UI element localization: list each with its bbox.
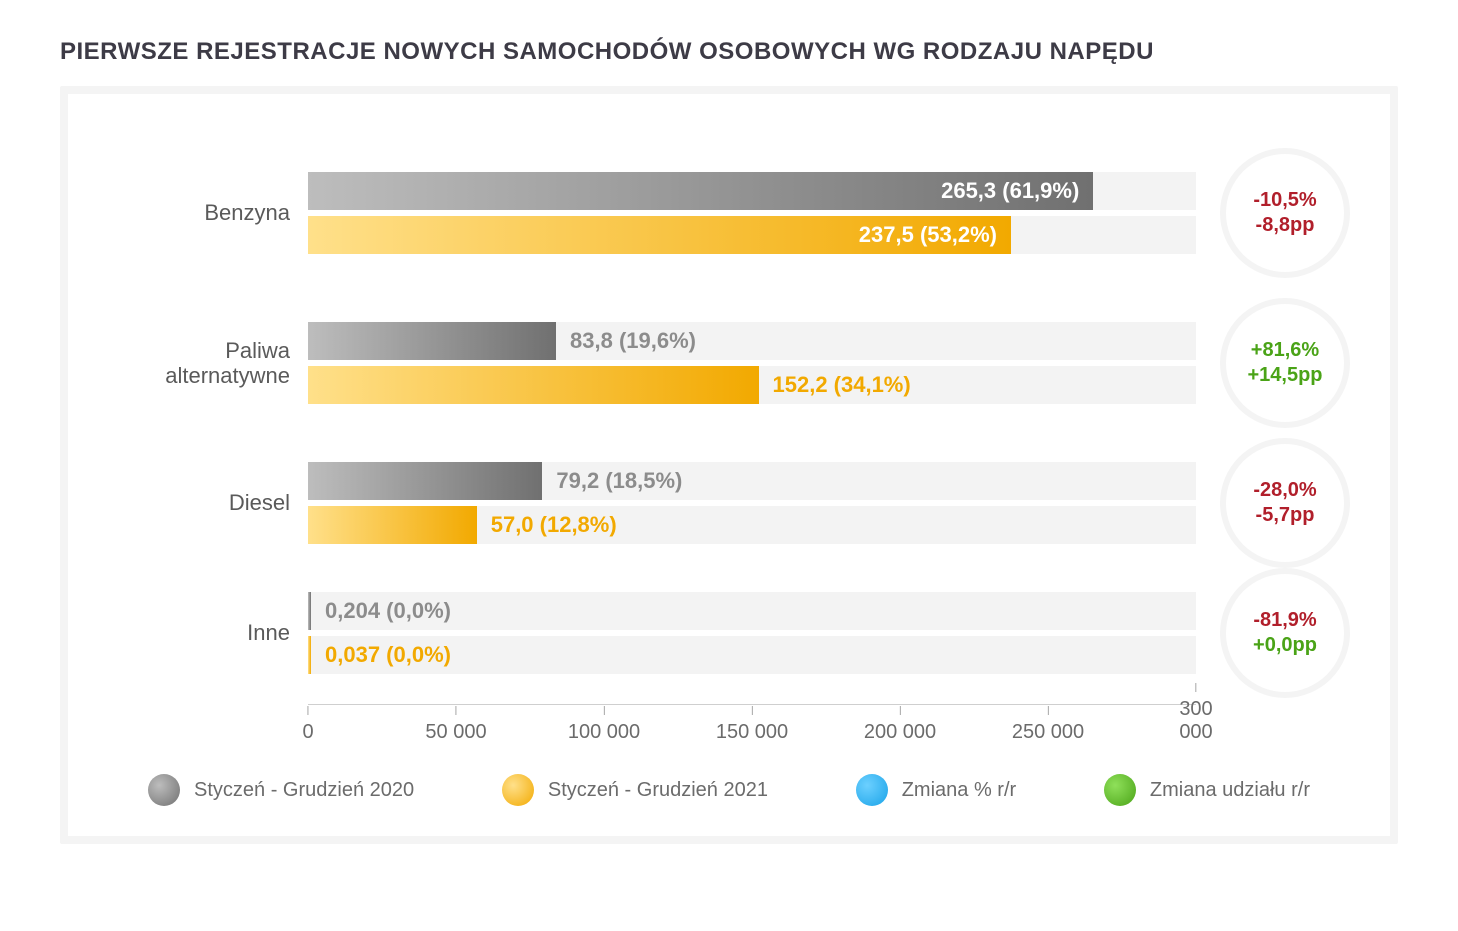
change-badge: -28,0%-5,7pp [1220, 444, 1350, 562]
change-pp: -8,8pp [1256, 213, 1315, 238]
bars-group: 265,3 (61,9%) 237,5 (53,2%) [308, 166, 1200, 260]
bars-group: 0,204 (0,0%) 0,037 (0,0%) [308, 586, 1200, 680]
x-axis-tick: 200 000 [864, 706, 936, 744]
bar-2021-value-label: 0,037 (0,0%) [325, 642, 451, 668]
bar-track: 0,204 (0,0%) [308, 592, 1196, 630]
category-row: Diesel 79,2 (18,5%) 57,0 (12,8%) -28,0%-5,7… [108, 444, 1350, 562]
legend-label: Styczeń - Grudzień 2020 [194, 779, 414, 802]
change-badge: -81,9%+0,0pp [1220, 574, 1350, 692]
bar-2020 [308, 322, 556, 360]
bar-track: 83,8 (19,6%) [308, 322, 1196, 360]
x-axis: 050 000100 000150 000200 000250 000300 0… [308, 704, 1196, 744]
category-row: Benzyna 265,3 (61,9%) 237,5 (53,2%) -10,5%-… [108, 154, 1350, 272]
bar-2020-value-label: 79,2 (18,5%) [556, 468, 682, 494]
bar-2021-value-label: 237,5 (53,2%) [859, 222, 997, 248]
bar-2020-value-label: 83,8 (19,6%) [570, 328, 696, 354]
category-row: Paliwaalternatywne 83,8 (19,6%) 152,2 (34,… [108, 304, 1350, 422]
x-axis-tick: 100 000 [568, 706, 640, 744]
change-percent: +81,6% [1251, 338, 1319, 363]
bars-group: 79,2 (18,5%) 57,0 (12,8%) [308, 456, 1200, 550]
bar-track: 0,037 (0,0%) [308, 636, 1196, 674]
change-badge: +81,6%+14,5pp [1220, 304, 1350, 422]
change-percent: -81,9% [1253, 608, 1316, 633]
x-axis-line [308, 704, 1196, 705]
bar-2020-value-label: 0,204 (0,0%) [325, 598, 451, 624]
change-percent: -10,5% [1253, 188, 1316, 213]
category-label: Benzyna [108, 200, 308, 225]
bar-2021-value-label: 152,2 (34,1%) [773, 372, 911, 398]
legend-swatch [856, 774, 888, 806]
x-axis-tick: 50 000 [425, 706, 486, 744]
legend-label: Zmiana % r/r [902, 779, 1016, 802]
category-label: Paliwaalternatywne [108, 338, 308, 389]
legend-item: Styczeń - Grudzień 2021 [502, 774, 768, 806]
legend-swatch [502, 774, 534, 806]
legend-label: Zmiana udziału r/r [1150, 779, 1310, 802]
bar-track: 79,2 (18,5%) [308, 462, 1196, 500]
chart-card: 0 50 000 100 000 150 000 200 000 250 000 300 0… [60, 86, 1398, 844]
plot-area: 0 50 000 100 000 150 000 200 000 250 000 300 0… [108, 134, 1350, 744]
bar-2021-value-label: 57,0 (12,8%) [491, 512, 617, 538]
legend-label: Styczeń - Grudzień 2021 [548, 779, 768, 802]
x-axis-tick: 0 [302, 706, 313, 744]
bar-2020-value-label: 265,3 (61,9%) [941, 178, 1079, 204]
bar-track: 152,2 (34,1%) [308, 366, 1196, 404]
change-pp: -5,7pp [1256, 503, 1315, 528]
x-axis-tick: 150 000 [716, 706, 788, 744]
legend-item: Zmiana udziału r/r [1104, 774, 1310, 806]
category-row: Inne 0,204 (0,0%) 0,037 (0,0%) -81,9%+0,0pp [108, 574, 1350, 692]
legend: Styczeń - Grudzień 2020 Styczeń - Grudzie… [108, 774, 1350, 806]
category-label: Inne [108, 620, 308, 645]
bars-group: 83,8 (19,6%) 152,2 (34,1%) [308, 316, 1200, 410]
legend-swatch [1104, 774, 1136, 806]
change-pp: +0,0pp [1253, 633, 1317, 658]
x-axis-tick: 250 000 [1012, 706, 1084, 744]
legend-item: Styczeń - Grudzień 2020 [148, 774, 414, 806]
change-pp: +14,5pp [1247, 363, 1322, 388]
change-percent: -28,0% [1253, 478, 1316, 503]
bar-track: 57,0 (12,8%) [308, 506, 1196, 544]
x-axis-tick: 300 000 [1179, 683, 1212, 744]
bar-2021 [308, 636, 311, 674]
chart-title: PIERWSZE REJESTRACJE NOWYCH SAMOCHODÓW O… [60, 38, 1398, 66]
legend-item: Zmiana % r/r [856, 774, 1016, 806]
bar-track: 237,5 (53,2%) [308, 216, 1196, 254]
legend-swatch [148, 774, 180, 806]
bar-2021 [308, 366, 759, 404]
bar-track: 265,3 (61,9%) [308, 172, 1196, 210]
category-label: Diesel [108, 490, 308, 515]
bar-2021 [308, 506, 477, 544]
bar-2020 [308, 462, 542, 500]
bar-2020 [308, 592, 311, 630]
change-badge: -10,5%-8,8pp [1220, 154, 1350, 272]
